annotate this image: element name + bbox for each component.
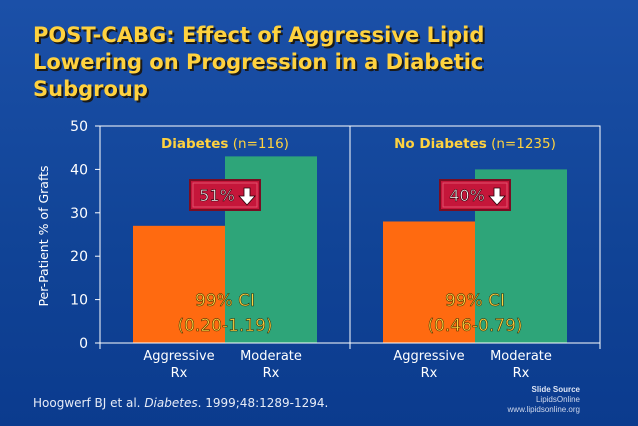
y-tick-label: 30 [70, 206, 88, 222]
reduction-badge-inner [442, 182, 508, 208]
x-category-label: Rx [263, 366, 280, 381]
x-category-label: Moderate [240, 349, 302, 364]
citation: Hoogwerf BJ et al. Diabetes. 1999;48:128… [33, 396, 328, 410]
y-tick-label: 20 [70, 249, 88, 265]
x-category-label: Rx [421, 366, 438, 381]
ci-range: (0.20-1.19) [177, 316, 272, 336]
panel-1: Diabetes (n=116) Aggressive Rx Moderate Rx 51… [133, 136, 317, 381]
y-tick-label: 0 [79, 336, 88, 352]
aggressive-rx-bar [133, 225, 225, 343]
panel-2: No Diabetes (n=1235) Aggressive Rx Moderate… [383, 136, 567, 381]
panel-title-n: (n=1235) [487, 136, 556, 152]
slide-source: Slide Source LipidsOnline www.lipidsonli… [470, 385, 580, 415]
reduction-badge-inner [192, 182, 258, 208]
ci-label: 99% CI [445, 291, 505, 311]
y-axis-label: Per-Patient % of Grafts [36, 165, 51, 306]
reduction-badge [189, 179, 261, 211]
citation-authors: Hoogwerf BJ et al. [33, 396, 145, 410]
arrow-down-icon [488, 187, 506, 206]
x-category-label: Moderate [490, 349, 552, 364]
reduction-value: 51% [199, 186, 235, 205]
y-tick-label: 50 [70, 119, 88, 135]
slide-title: POST-CABG: Effect of Aggressive Lipid Lo… [33, 22, 623, 103]
y-tick-label: 40 [70, 162, 88, 178]
panel-title: Diabetes (n=116) [161, 136, 289, 152]
citation-details: . 1999;48:1289-1294. [197, 396, 329, 410]
slide-title-line-1: POST-CABG: Effect of Aggressive Lipid [33, 23, 485, 47]
panel-title-n: (n=116) [228, 136, 288, 152]
reduction-value: 40% [449, 186, 485, 205]
aggressive-rx-bar [383, 221, 475, 343]
x-category-label: Aggressive [143, 349, 214, 364]
ci-range: (0.46-0.79) [427, 316, 522, 336]
panel-title: No Diabetes (n=1235) [394, 136, 556, 152]
panel-title-name: Diabetes [161, 136, 228, 152]
slide-title-line-2: Lowering on Progression in a Diabetic [33, 50, 484, 74]
arrow-down-icon [238, 187, 256, 206]
x-category-label: Rx [513, 366, 530, 381]
x-category-label: Rx [171, 366, 188, 381]
plot-area: 0 10 20 30 40 50 Diabetes (n=116) Aggressive Rx M… [70, 119, 601, 381]
x-category-label: Aggressive [393, 349, 464, 364]
slide-title-line-3: Subgroup [33, 77, 148, 101]
ci-label: 99% CI [195, 291, 255, 311]
citation-journal: Diabetes [144, 396, 198, 410]
panel-title-name: No Diabetes [394, 136, 487, 152]
slide-source-name: LipidsOnline [535, 395, 580, 404]
y-tick-label: 10 [70, 293, 88, 309]
slide-source-url: www.lipidsonline.org [507, 405, 580, 414]
slide-source-label: Slide Source [531, 385, 580, 394]
